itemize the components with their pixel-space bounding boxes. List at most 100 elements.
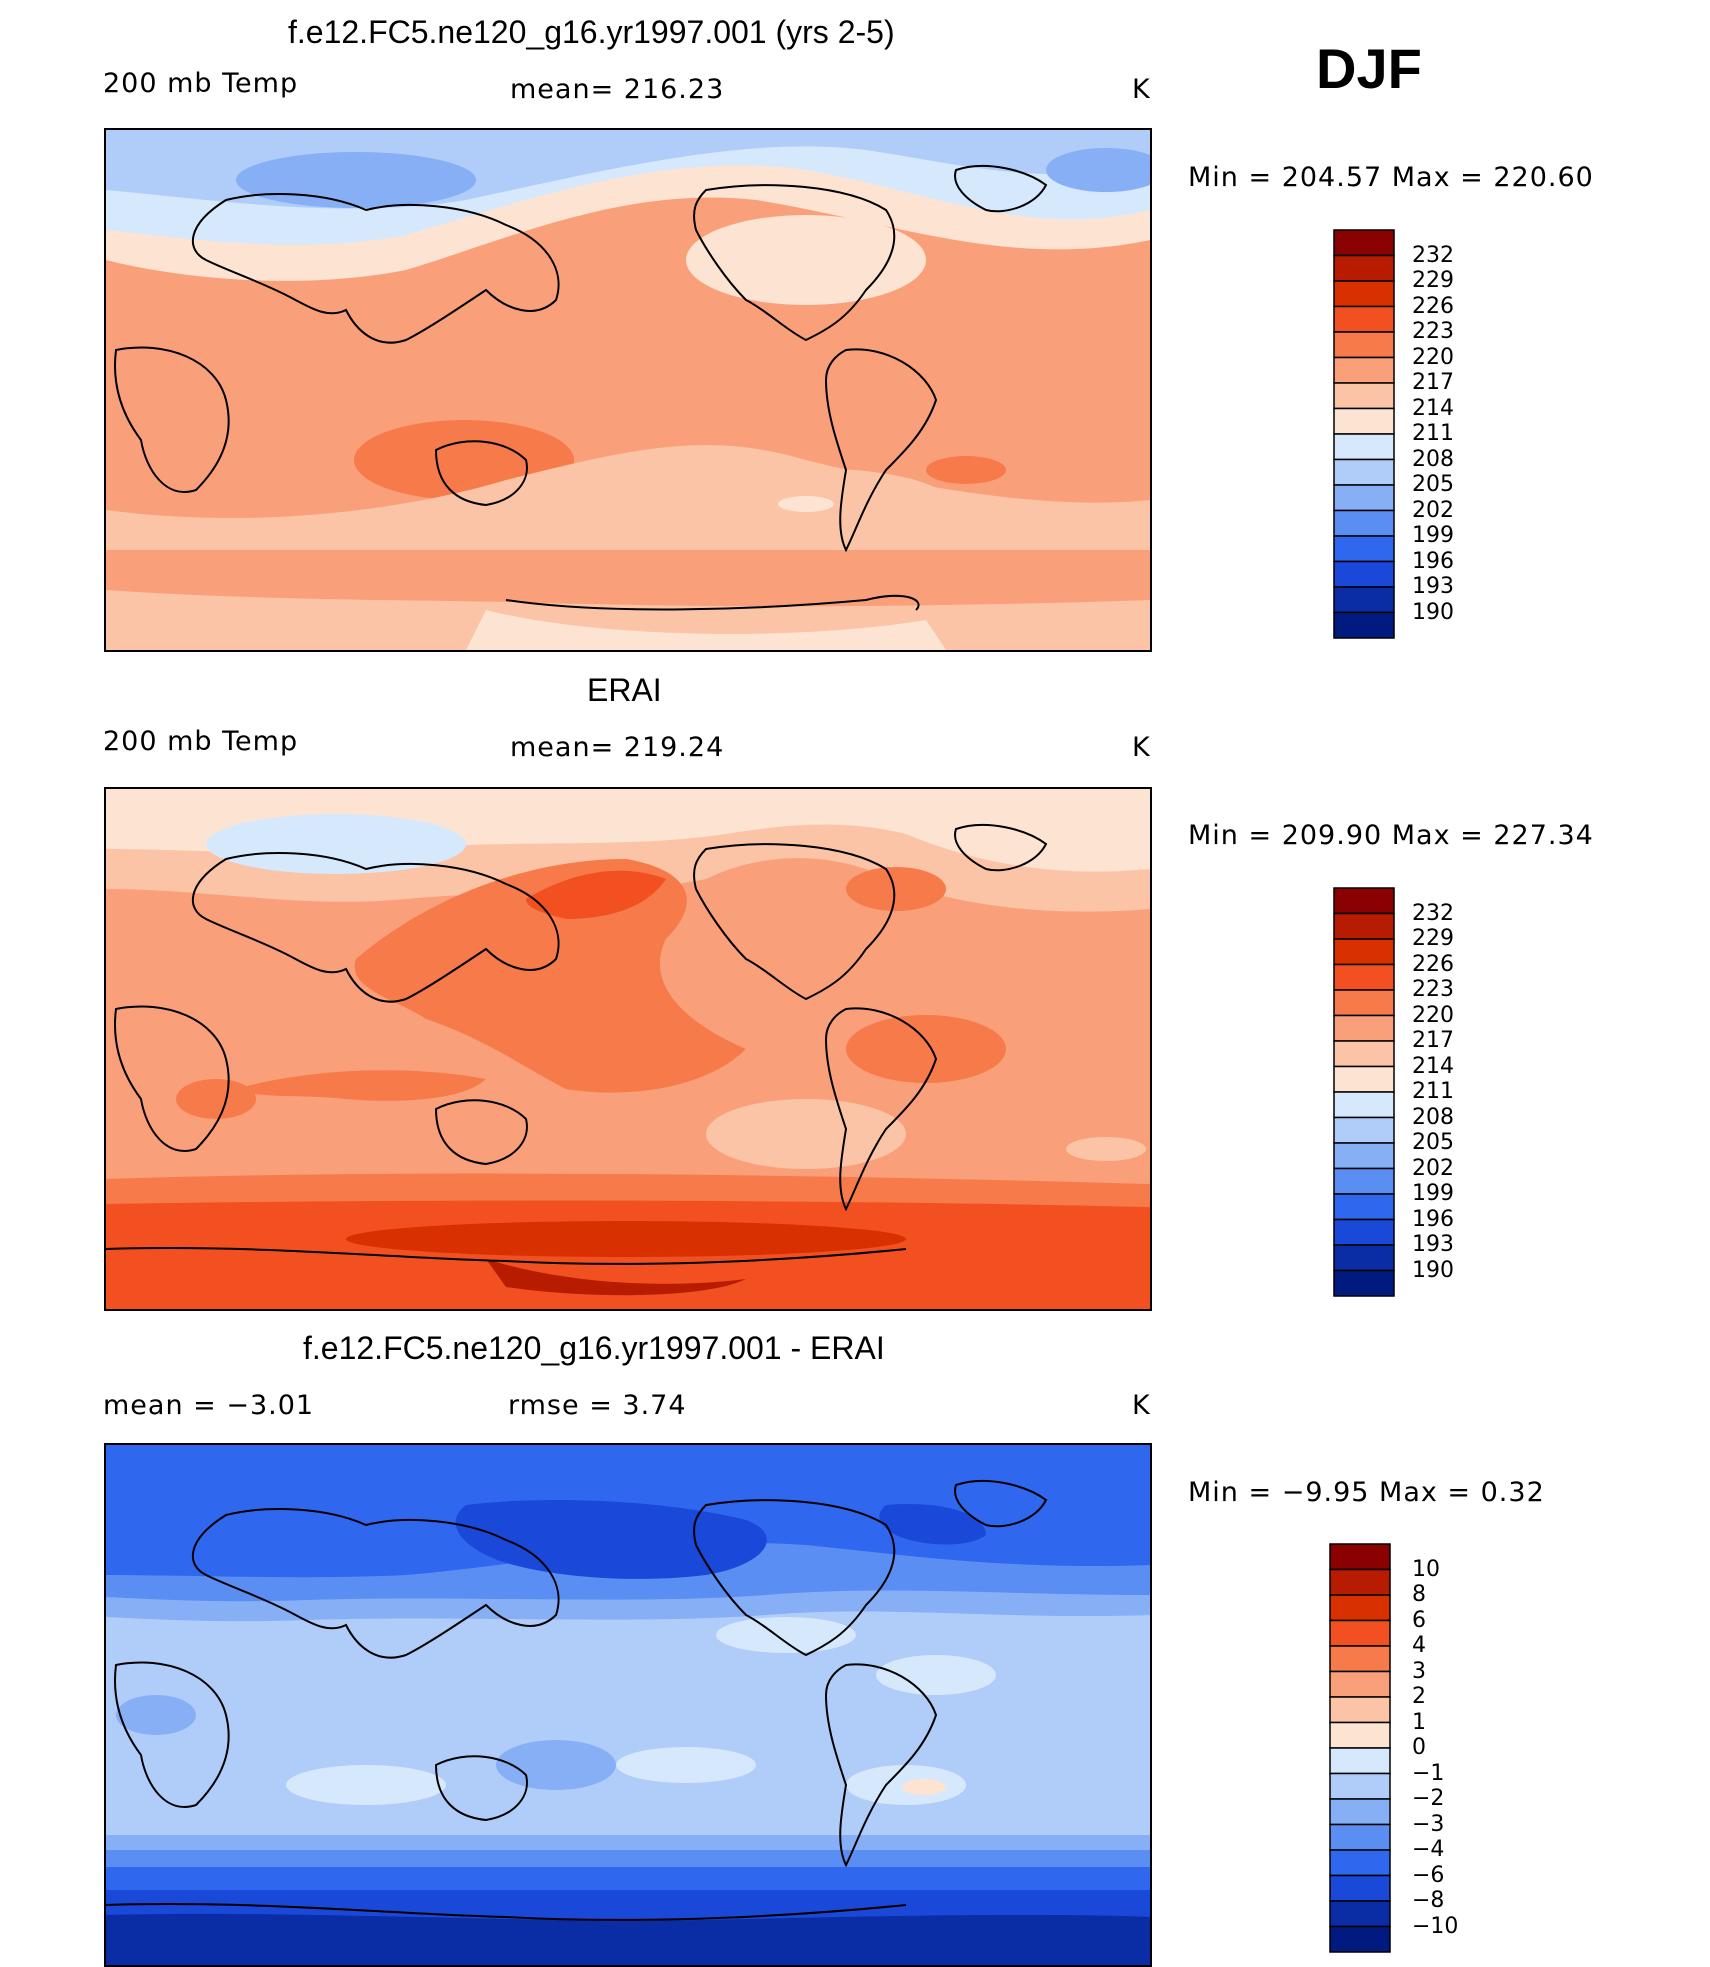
- panel2-field-svg: [106, 789, 1150, 1309]
- colorbar-level-label: 217: [1412, 1028, 1454, 1053]
- colorbar-segment: [1333, 254, 1395, 282]
- colorbar-segment: [1329, 1798, 1391, 1826]
- colorbar-segment: [1333, 305, 1395, 333]
- colorbar-level-label: 0: [1412, 1735, 1426, 1760]
- colorbar-segment: [1333, 586, 1395, 614]
- colorbar-level-label: 226: [1412, 951, 1454, 977]
- colorbar-segment: [1329, 1772, 1391, 1800]
- colorbar-level-label: 199: [1412, 1181, 1454, 1206]
- colorbar-level-label: 208: [1412, 446, 1454, 472]
- colorbar-level-label: 202: [1412, 1155, 1454, 1181]
- colorbar-segment: [1329, 1721, 1391, 1749]
- panel2-colorbar-labels: 232 229 226 223 220 217 214 211 208 205 202 199 196 1…: [1412, 887, 1492, 1297]
- colorbar-segment: [1329, 1568, 1391, 1596]
- colorbar-segment: [1333, 1116, 1395, 1144]
- colorbar-level-label: −3: [1412, 1811, 1445, 1837]
- panel1-colorbar-svg: [1333, 229, 1395, 639]
- colorbar-level-label: 196: [1412, 548, 1454, 574]
- panel2-minmax: Min = 209.90 Max = 227.34: [1188, 820, 1594, 851]
- colorbar-segment: [1329, 1900, 1391, 1928]
- colorbar-segment: [1329, 1925, 1391, 1953]
- panel3-units: K: [1132, 1390, 1151, 1421]
- colorbar-segment: [1333, 280, 1395, 308]
- colorbar-level-label: −10: [1412, 1913, 1459, 1939]
- colorbar-segment: [1333, 1065, 1395, 1093]
- season-label: DJF: [1316, 37, 1422, 100]
- colorbar-level-label: 193: [1412, 574, 1454, 599]
- colorbar-level-label: 220: [1412, 1002, 1454, 1028]
- colorbar-segment: [1333, 989, 1395, 1017]
- panel2-units: K: [1132, 732, 1151, 763]
- colorbar-level-label: 190: [1412, 599, 1454, 625]
- panel3-rmse: rmse = 3.74: [508, 1390, 687, 1421]
- colorbar-segment: [1333, 1040, 1395, 1068]
- colorbar-segment: [1333, 407, 1395, 435]
- colorbar-segment: [1329, 1874, 1391, 1902]
- colorbar-level-label: 211: [1412, 421, 1454, 446]
- colorbar-level-label: 229: [1412, 926, 1454, 951]
- panel2-title: ERAI: [587, 672, 662, 708]
- colorbar-level-label: 199: [1412, 523, 1454, 548]
- colorbar-segment: [1333, 887, 1395, 915]
- colorbar-segment: [1333, 1167, 1395, 1195]
- panel3-mean: mean = −3.01: [103, 1390, 315, 1421]
- colorbar-level-label: 217: [1412, 370, 1454, 395]
- colorbar-segment: [1329, 1696, 1391, 1724]
- colorbar-level-label: 232: [1412, 242, 1454, 268]
- colorbar-segment: [1333, 535, 1395, 563]
- panel3-map: [104, 1443, 1152, 1967]
- colorbar-level-label: 6: [1412, 1607, 1426, 1633]
- colorbar-level-label: 196: [1412, 1206, 1454, 1232]
- colorbar-segment: [1329, 1849, 1391, 1877]
- panel1-variable: 200 mb Temp: [103, 68, 299, 99]
- colorbar-segment: [1333, 1142, 1395, 1170]
- colorbar-segment: [1333, 382, 1395, 410]
- colorbar-segment: [1329, 1619, 1391, 1647]
- panel1-title: f.e12.FC5.ne120_g16.yr1997.001 (yrs 2-5): [288, 14, 895, 50]
- colorbar-segment: [1333, 938, 1395, 966]
- colorbar-segment: [1333, 509, 1395, 537]
- colorbar-level-label: −4: [1412, 1837, 1445, 1862]
- colorbar-level-label: 220: [1412, 344, 1454, 370]
- colorbar-level-label: 3: [1412, 1658, 1426, 1684]
- colorbar-level-label: 229: [1412, 268, 1454, 293]
- colorbar-segment: [1333, 611, 1395, 639]
- panel1-colorbar: [1332, 229, 1396, 639]
- colorbar-segment: [1333, 484, 1395, 512]
- panel1-minmax: Min = 204.57 Max = 220.60: [1188, 162, 1594, 193]
- panel3-title: f.e12.FC5.ne120_g16.yr1997.001 - ERAI: [303, 1330, 885, 1366]
- colorbar-segment: [1333, 1244, 1395, 1272]
- colorbar-level-label: 193: [1412, 1232, 1454, 1257]
- colorbar-segment: [1333, 560, 1395, 588]
- colorbar-segment: [1329, 1823, 1391, 1851]
- colorbar-level-label: 223: [1412, 319, 1454, 344]
- colorbar-level-label: 2: [1412, 1684, 1426, 1709]
- panel3-colorbar: [1328, 1543, 1392, 1953]
- colorbar-level-label: −1: [1412, 1760, 1445, 1786]
- colorbar-level-label: 226: [1412, 293, 1454, 319]
- colorbar-level-label: 205: [1412, 472, 1454, 497]
- colorbar-level-label: 4: [1412, 1633, 1426, 1658]
- colorbar-segment: [1329, 1747, 1391, 1775]
- colorbar-segment: [1333, 1218, 1395, 1246]
- colorbar-segment: [1329, 1594, 1391, 1622]
- colorbar-segment: [1329, 1670, 1391, 1698]
- colorbar-segment: [1329, 1543, 1391, 1571]
- panel2-colorbar: [1332, 887, 1396, 1297]
- colorbar-level-label: 8: [1412, 1582, 1426, 1607]
- panel1-map: [104, 128, 1152, 652]
- panel3-minmax: Min = −9.95 Max = 0.32: [1188, 1477, 1545, 1508]
- colorbar-segment: [1333, 229, 1395, 257]
- panel3-colorbar-svg: [1329, 1543, 1391, 1953]
- panel1-mean: mean= 216.23: [510, 74, 725, 105]
- panel2-colorbar-svg: [1333, 887, 1395, 1297]
- colorbar-level-label: 1: [1412, 1709, 1426, 1735]
- colorbar-level-label: 214: [1412, 1053, 1454, 1079]
- colorbar-segment: [1333, 433, 1395, 461]
- colorbar-segment: [1329, 1645, 1391, 1673]
- colorbar-segment: [1333, 1269, 1395, 1297]
- panel1-units: K: [1132, 74, 1151, 105]
- panel1-field-svg: [106, 130, 1150, 650]
- panel3-colorbar-labels: 10 8 6 4 3 2 1 0 −1 −2 −3 −4 −6 −8 −10: [1412, 1543, 1492, 1953]
- panel2-mean: mean= 219.24: [510, 732, 725, 763]
